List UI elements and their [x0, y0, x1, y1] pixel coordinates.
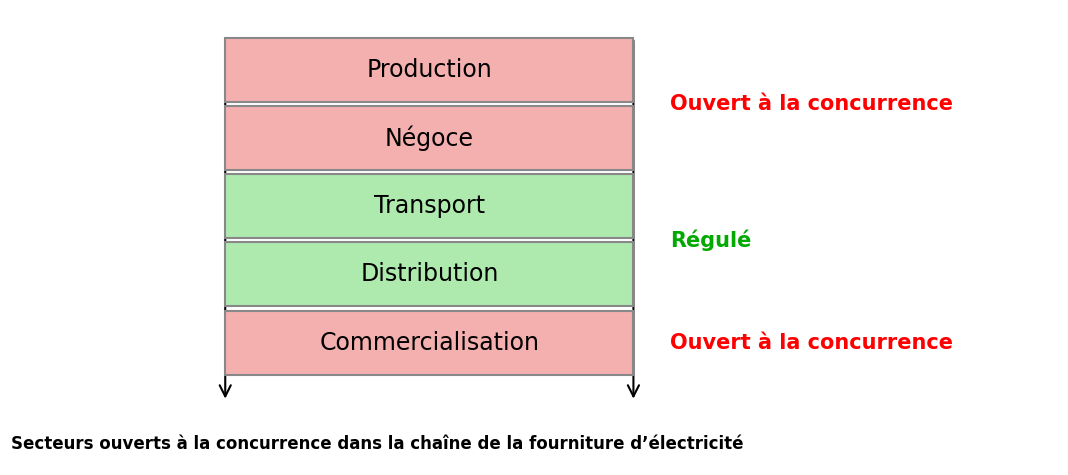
Text: Ouvert à la concurrence: Ouvert à la concurrence [670, 332, 953, 352]
Text: Distribution: Distribution [360, 262, 499, 286]
FancyBboxPatch shape [225, 311, 633, 375]
FancyBboxPatch shape [225, 38, 633, 102]
FancyBboxPatch shape [225, 242, 633, 306]
Text: Commercialisation: Commercialisation [319, 331, 539, 354]
Text: Production: Production [366, 58, 492, 82]
Text: Secteurs ouverts à la concurrence dans la chaîne de la fourniture d’électricité: Secteurs ouverts à la concurrence dans l… [11, 435, 743, 453]
FancyBboxPatch shape [225, 106, 633, 170]
FancyBboxPatch shape [225, 174, 633, 238]
Text: Négoce: Négoce [384, 125, 474, 151]
Text: Ouvert à la concurrence: Ouvert à la concurrence [670, 94, 953, 114]
Text: Transport: Transport [374, 194, 485, 218]
Text: Régulé: Régulé [670, 229, 752, 251]
